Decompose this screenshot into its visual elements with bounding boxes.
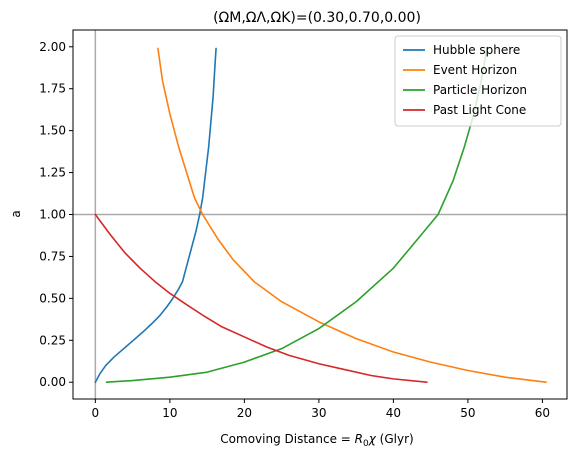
y-tick-label: 2.00	[39, 40, 66, 54]
x-tick-label: 0	[92, 406, 100, 420]
y-axis-label: a	[9, 210, 23, 217]
x-axis-label: Comoving Distance = R0χ (Glyr)	[220, 432, 413, 449]
series-line-past-light-cone	[94, 213, 428, 384]
chart-title: (ΩM,ΩΛ,ΩK)=(0.30,0.70,0.00)	[213, 10, 421, 26]
legend-label: Past Light Cone	[433, 103, 526, 117]
legend: Hubble sphere Event Horizon Particle Horiz…	[394, 35, 562, 127]
y-tick-label: 0.50	[39, 291, 66, 305]
series-line-hubble-sphere	[94, 47, 217, 384]
y-tick-label: 1.25	[39, 166, 66, 180]
x-tick-label: 20	[237, 406, 252, 420]
y-tick-label: 0.25	[39, 333, 66, 347]
x-tick-label: 30	[311, 406, 326, 420]
series-lines	[94, 45, 547, 384]
legend-label: Hubble sphere	[433, 43, 520, 57]
series-line-event-horizon	[157, 47, 547, 384]
x-tick-label: 60	[535, 406, 550, 420]
y-tick-label: 1.00	[39, 208, 66, 222]
legend-box	[394, 35, 562, 127]
x-axis-label-text: Comoving Distance =	[220, 432, 354, 446]
x-axis-label-sub: 0	[363, 439, 369, 449]
y-tick-label: 0.00	[39, 375, 66, 389]
x-tick-label: 10	[162, 406, 177, 420]
x-ticks: 0 10 20 30 40 50 60	[92, 399, 550, 420]
legend-label: Event Horizon	[433, 63, 517, 77]
x-axis-label-var: R	[355, 432, 363, 446]
y-ticks: 0.00 0.25 0.50 0.75 1.00 1.25 1.50 1.75 2.00	[39, 40, 73, 389]
x-axis-label-chi: χ	[368, 432, 377, 446]
y-tick-label: 0.75	[39, 249, 66, 263]
y-tick-label: 1.75	[39, 82, 66, 96]
x-axis-label-unit: (Glyr)	[376, 432, 414, 446]
y-tick-label: 1.50	[39, 124, 66, 138]
x-tick-label: 50	[460, 406, 475, 420]
legend-label: Particle Horizon	[433, 83, 527, 97]
x-tick-label: 40	[386, 406, 401, 420]
series-line-particle-horizon	[105, 45, 489, 384]
